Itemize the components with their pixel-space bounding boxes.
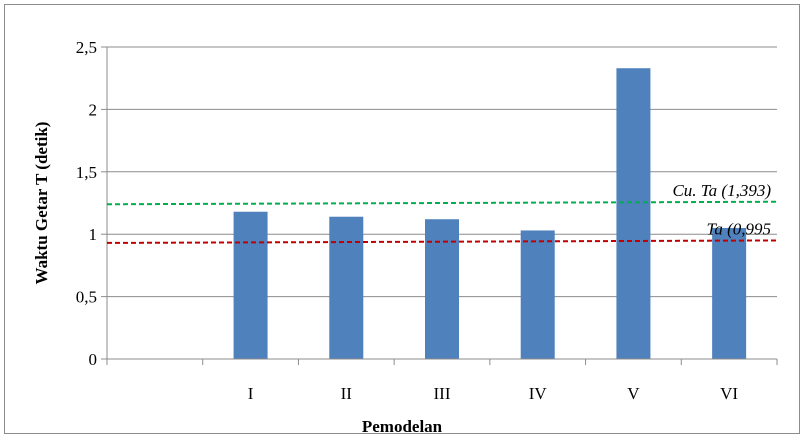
bars (233, 68, 747, 359)
x-tick-label: IV (529, 384, 548, 403)
y-tick-label: 1,5 (76, 163, 97, 182)
bar (616, 68, 651, 359)
y-tick-label: 0,5 (76, 288, 97, 307)
y-tick-label: 1 (89, 225, 98, 244)
reference-lines: Cu. Ta (1,393) Ta (0,995 (106, 181, 778, 244)
bar (233, 211, 268, 359)
reference-line-label: Ta (0,995 (706, 219, 771, 238)
chart-frame (4, 4, 800, 434)
reference-line-label: Cu. Ta (1,393) (672, 181, 771, 200)
bar (425, 219, 459, 359)
gridlines (101, 46, 777, 360)
x-tick-label: V (627, 384, 640, 403)
y-tick-label: 2 (89, 100, 98, 119)
reference-line (106, 200, 778, 206)
bar (712, 227, 747, 359)
y-tick-label: 0 (89, 350, 98, 369)
axes (106, 47, 778, 365)
bar (329, 216, 364, 359)
x-tick-labels: I II III IV V VI (248, 384, 739, 403)
y-axis-title: Waktu Getar T (detik) (32, 122, 51, 285)
bar (520, 230, 555, 359)
x-tick-label: I (248, 384, 254, 403)
y-tick-label: 2,5 (76, 38, 97, 57)
x-axis-title: Pemodelan (362, 417, 443, 436)
x-tick-label: VI (720, 384, 738, 403)
y-tick-labels: 0 0,5 1 1,5 2 2,5 (76, 38, 97, 369)
x-tick-label: II (341, 384, 353, 403)
x-tick-label: III (434, 384, 451, 403)
